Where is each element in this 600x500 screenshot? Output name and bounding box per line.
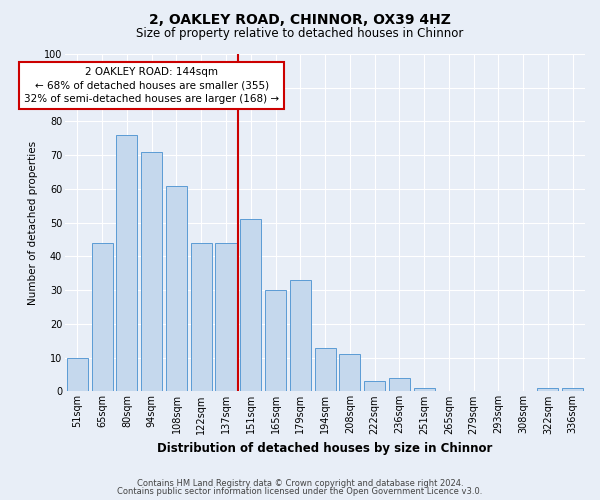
Bar [538,388,559,392]
Text: Contains HM Land Registry data © Crown copyright and database right 2024.: Contains HM Land Registry data © Crown c… [137,478,463,488]
Bar [67,358,88,392]
Bar [364,382,385,392]
Bar [290,280,311,392]
Bar [413,388,434,392]
Bar [92,243,113,392]
Bar [389,378,410,392]
Bar [116,135,137,392]
X-axis label: Distribution of detached houses by size in Chinnor: Distribution of detached houses by size … [157,442,493,455]
Text: Contains public sector information licensed under the Open Government Licence v3: Contains public sector information licen… [118,488,482,496]
Bar [562,388,583,392]
Text: 2 OAKLEY ROAD: 144sqm
← 68% of detached houses are smaller (355)
32% of semi-det: 2 OAKLEY ROAD: 144sqm ← 68% of detached … [24,68,279,104]
Bar [314,348,335,392]
Bar [191,243,212,392]
Text: Size of property relative to detached houses in Chinnor: Size of property relative to detached ho… [136,28,464,40]
Text: 2, OAKLEY ROAD, CHINNOR, OX39 4HZ: 2, OAKLEY ROAD, CHINNOR, OX39 4HZ [149,12,451,26]
Bar [265,290,286,392]
Y-axis label: Number of detached properties: Number of detached properties [28,140,38,305]
Bar [339,354,361,392]
Bar [240,220,261,392]
Bar [141,152,162,392]
Bar [166,186,187,392]
Bar [215,243,236,392]
